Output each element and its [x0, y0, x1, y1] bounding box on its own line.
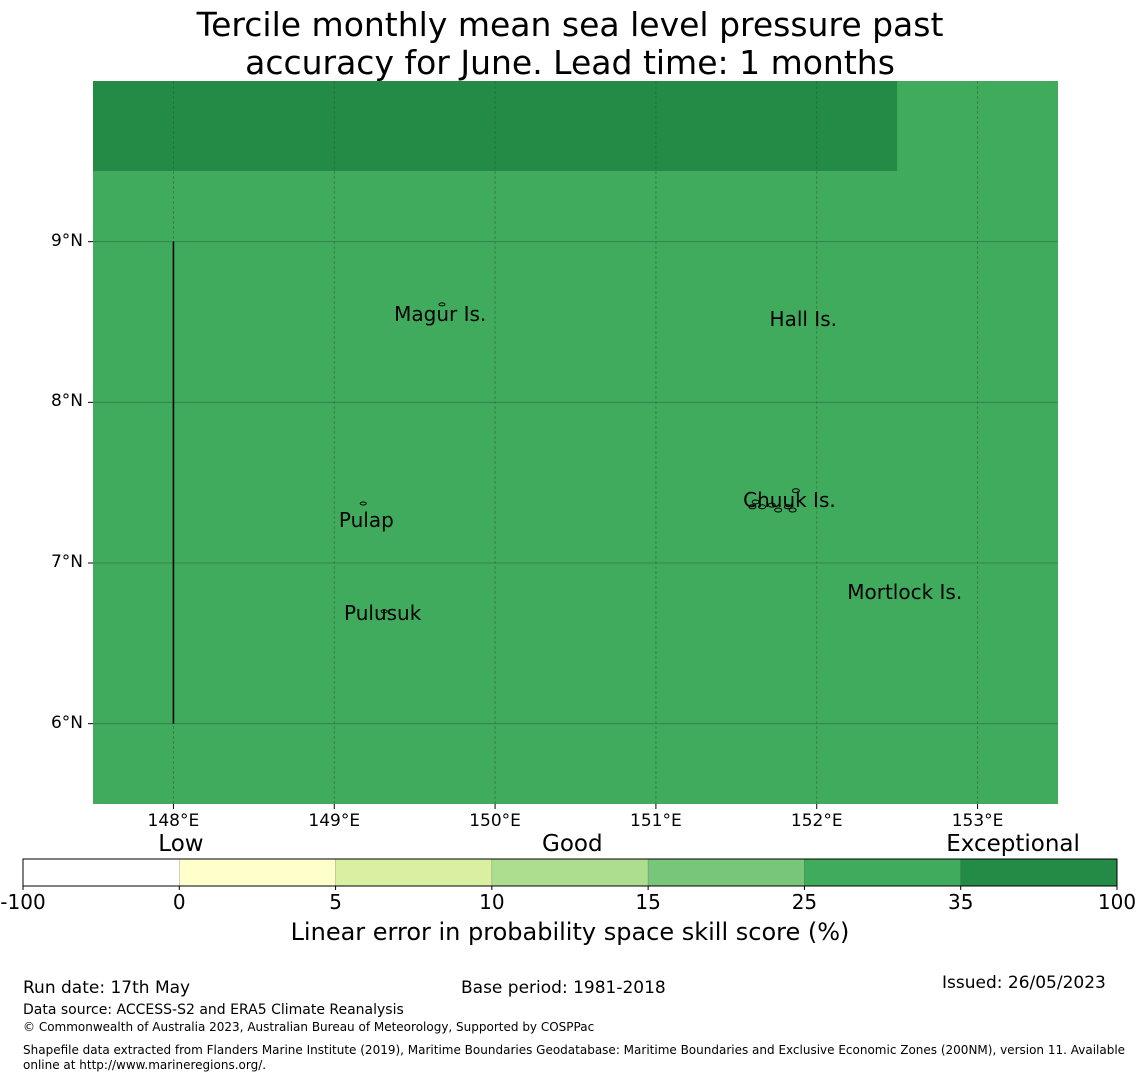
island-chuuk-4 — [783, 504, 792, 510]
colorbar-segment-3 — [335, 858, 493, 887]
place-label-6: Pulusuk — [344, 600, 422, 625]
lat-tick-label-2: 8°N — [50, 391, 83, 412]
shapefile-credit-line-1: Shapefile data extracted from Flanders M… — [23, 1043, 1126, 1057]
lon-tick-label-6: 153°E — [951, 811, 1004, 831]
run-date: Run date: 17th May — [23, 978, 191, 998]
colorbar-tick-label-5: 15 — [635, 890, 661, 914]
colorbar-tick-label-8: 100 — [1097, 890, 1137, 914]
base-period: Base period: 1981-2018 — [461, 978, 666, 998]
colorbar-segment-4 — [491, 858, 649, 887]
place-label-4: Chuuk Is. — [743, 488, 836, 513]
lon-tick-label-3: 150°E — [469, 811, 521, 831]
map-title-line-1: Tercile monthly mean sea level pressure … — [196, 5, 944, 44]
colorbar-segment-1 — [22, 858, 180, 887]
place-label-2: Hall Is. — [769, 306, 837, 331]
colorbar-tick-label-1: -100 — [0, 890, 46, 914]
colorbar-tick-label-4: 10 — [479, 890, 505, 914]
colorbar-tick-label-6: 25 — [791, 890, 818, 914]
shapefile-credit-line-2: online at http://www.marineregions.org/. — [23, 1058, 267, 1072]
colorbar-title: Linear error in probability space skill … — [290, 918, 850, 946]
colorbar-category-2: Good — [542, 831, 603, 857]
island-chuuk-6 — [791, 488, 800, 494]
colorbar-segment-7 — [960, 858, 1118, 887]
place-label-5: Mortlock Is. — [847, 579, 963, 604]
island-magur — [438, 302, 446, 307]
skill-field-base — [93, 81, 1058, 804]
lon-tick-label-1: 148°E — [147, 811, 200, 831]
lon-tick-label-4: 151°E — [630, 811, 682, 831]
issued-date: Issued: 26/05/2023 — [942, 973, 1106, 993]
colorbar-tick-label-3: 5 — [329, 890, 342, 914]
colorbar-frame — [22, 858, 1118, 887]
colorbar-category-1: Low — [158, 831, 204, 857]
island-chuuk-5 — [788, 507, 797, 513]
colorbar-category-3: Exceptional — [946, 831, 1080, 857]
skill-field-high-region — [93, 81, 898, 171]
lat-tick-label-1: 9°N — [50, 230, 83, 251]
place-label-3: Pulap — [338, 507, 394, 532]
island-chuuk-1 — [751, 499, 760, 505]
colorbar-segment-6 — [804, 858, 961, 887]
colorbar-tick-label-7: 35 — [947, 890, 974, 914]
data-source: Data source: ACCESS-S2 and ERA5 Climate … — [23, 1002, 404, 1018]
map-title: Tercile monthly mean sea level pressure … — [0, 6, 1140, 82]
colorbar-tick-label-2: 0 — [172, 890, 186, 914]
lat-tick-label-3: 7°N — [50, 552, 83, 572]
island-pulap — [359, 501, 367, 506]
lon-tick-label-2: 149°E — [308, 811, 361, 831]
island-chuuk-8 — [774, 507, 783, 513]
lon-tick-label-5: 152°E — [790, 811, 843, 831]
island-chuuk-2 — [758, 504, 767, 510]
map-title-line-2: accuracy for June. Lead time: 1 months — [245, 43, 895, 82]
copyright: © Commonwealth of Australia 2023, Austra… — [23, 1020, 595, 1034]
lat-tick-label-4: 6°N — [50, 712, 83, 733]
island-chuuk-7 — [748, 504, 757, 510]
place-label-1: Magur Is. — [394, 301, 487, 326]
island-pulusuk — [380, 609, 388, 614]
island-chuuk-3 — [767, 502, 776, 508]
colorbar-segment-2 — [179, 858, 336, 887]
colorbar-segment-5 — [647, 858, 805, 887]
